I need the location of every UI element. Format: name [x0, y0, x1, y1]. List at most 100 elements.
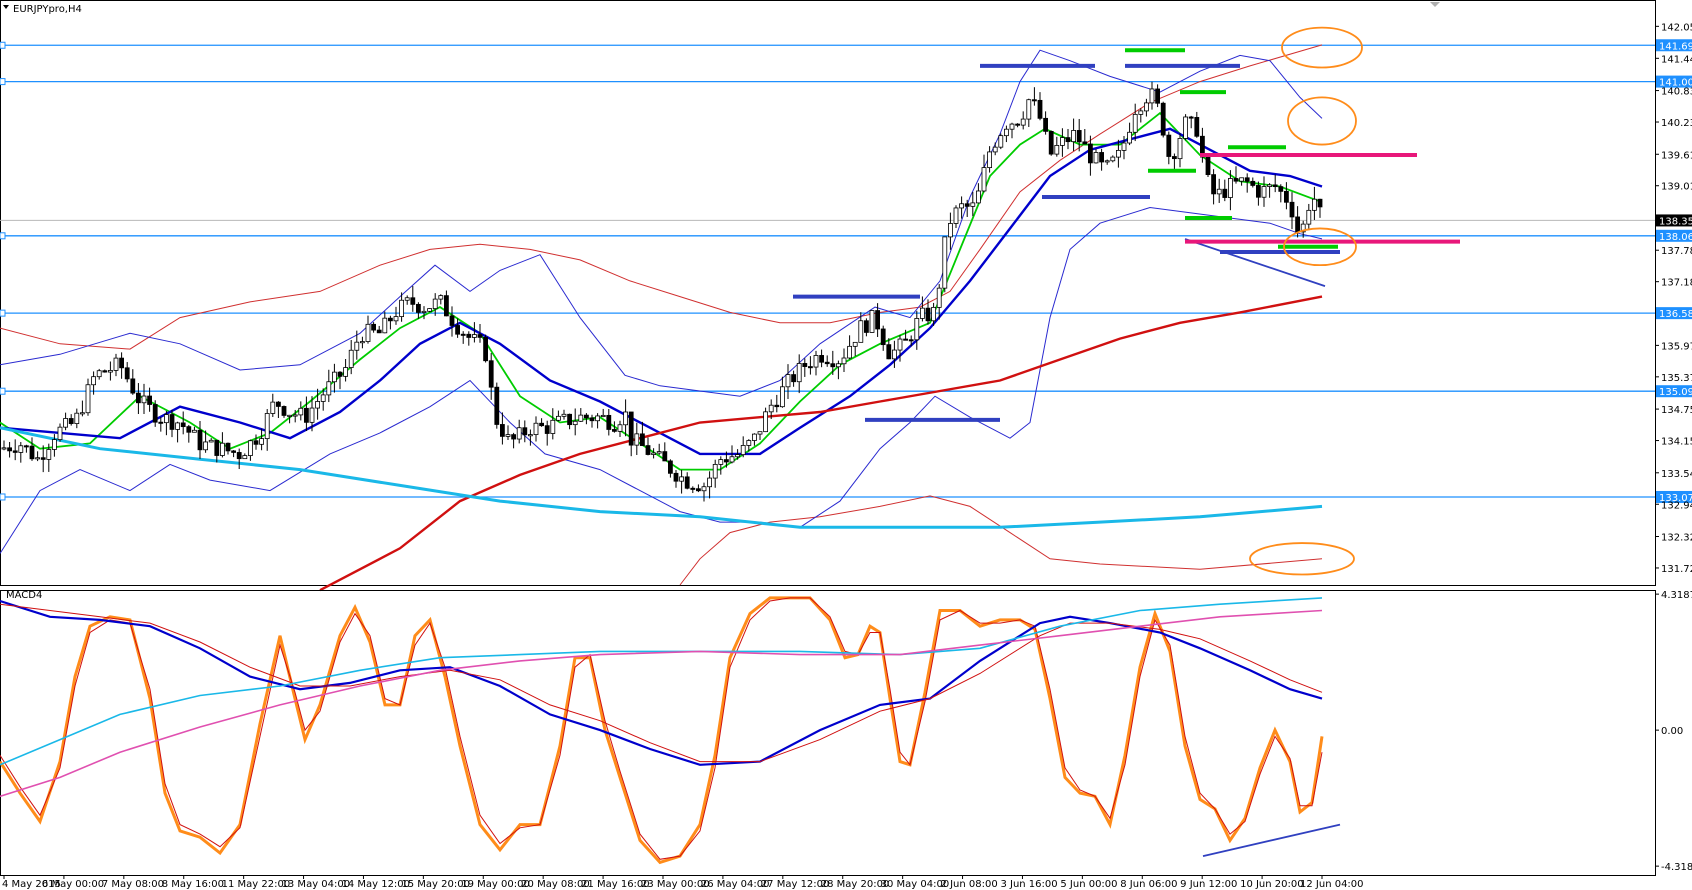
candle-body: [23, 445, 29, 448]
candle-body: [337, 371, 343, 377]
candle-body: [1020, 118, 1026, 126]
menu-triangle-icon[interactable]: [3, 5, 9, 9]
candle-body: [1194, 117, 1200, 137]
candle-body: [203, 441, 209, 451]
candle-body: [1082, 141, 1088, 145]
candle-body: [1132, 113, 1138, 133]
candle-body: [796, 363, 802, 383]
candle-body: [981, 167, 987, 192]
candle-body: [320, 394, 326, 402]
candle-body: [1026, 99, 1032, 120]
long-cyan-line: [0, 597, 1323, 766]
candle-body: [1110, 156, 1116, 162]
candle-body: [175, 422, 181, 430]
candle-body: [63, 418, 68, 428]
time-tick-label: 5 Jun 00:00: [1060, 879, 1117, 890]
candle-body: [359, 341, 365, 344]
candle-body: [567, 413, 572, 426]
level-tag: [1656, 490, 1692, 503]
time-tick-label: 12 Jun 04:00: [1300, 879, 1364, 890]
candle-body: [281, 406, 287, 416]
candle-body: [505, 434, 511, 437]
time-tick-label: 4 May 2015: [2, 879, 61, 890]
candle-body: [292, 414, 298, 417]
candle-body: [1160, 102, 1166, 136]
candle-body: [925, 307, 931, 322]
trend-navy[interactable]: [1184, 238, 1326, 287]
candle-body: [617, 424, 623, 432]
candle-body: [348, 349, 354, 368]
circle-support[interactable]: [1283, 227, 1357, 267]
candle-body: [987, 151, 992, 169]
candle-body: [264, 413, 270, 440]
price-tick-label: 133.540: [1661, 469, 1692, 480]
candle-body: [528, 434, 533, 437]
circle-lower[interactable]: [1249, 542, 1355, 576]
candle-body: [992, 146, 998, 153]
candle-body: [1054, 145, 1060, 155]
candle-body: [1127, 131, 1132, 144]
subwindow-title: MACD4: [6, 590, 42, 601]
price-tick-label: 132.325: [1661, 533, 1692, 544]
candle-body: [858, 320, 864, 343]
candle-body: [836, 363, 841, 368]
candle-body: [679, 476, 684, 482]
divergence-line[interactable]: [1202, 823, 1341, 857]
level-handle[interactable]: [0, 493, 6, 501]
level-tag-label: 141.001: [1659, 78, 1692, 89]
time-tick-label: 3 Jun 16:00: [1000, 879, 1057, 890]
candle-body: [718, 459, 724, 465]
candle-body: [1239, 177, 1244, 182]
level-handle[interactable]: [0, 309, 6, 317]
candle-body: [186, 426, 192, 433]
candle-body: [124, 367, 130, 380]
level-handle[interactable]: [0, 232, 6, 240]
candle-body: [1048, 130, 1054, 155]
candle-body: [656, 451, 662, 454]
candle-body: [483, 336, 489, 362]
candle-body: [544, 425, 550, 434]
candle-body: [785, 374, 791, 388]
time-tick-label: 15 May 20:00: [401, 879, 470, 890]
circle-upper-band[interactable]: [1287, 96, 1357, 146]
candle-body: [752, 433, 757, 441]
price-tick-label: 141.445: [1661, 54, 1692, 65]
candle-body: [1037, 99, 1043, 119]
candle-body: [130, 378, 136, 394]
candle-body: [533, 422, 539, 436]
level-tag: [1656, 229, 1692, 242]
candle-body: [908, 339, 914, 342]
candle-body: [802, 363, 808, 367]
candle-body: [113, 357, 119, 371]
time-tick-label: 8 Jun 06:00: [1120, 879, 1177, 890]
candle-body: [102, 370, 108, 373]
candle-body: [438, 295, 444, 300]
candle-body: [303, 407, 309, 423]
window-title: EURJPYpro,H4: [13, 4, 82, 15]
candle-body: [780, 386, 785, 408]
candle-body: [970, 202, 976, 207]
candle-body: [1228, 178, 1233, 198]
level-handle[interactable]: [0, 41, 6, 49]
candle-body: [662, 451, 668, 462]
current-price-label: 138.353: [1659, 216, 1692, 227]
circle-top[interactable]: [1281, 26, 1363, 69]
candle-body: [382, 317, 388, 334]
candle-body: [1300, 223, 1306, 233]
candle-body: [841, 357, 847, 365]
candle-body: [595, 415, 600, 422]
candle-body: [824, 361, 830, 365]
macd-subwindow[interactable]: [0, 590, 1656, 876]
level-tag-label: 135.096: [1659, 387, 1692, 398]
level-handle[interactable]: [0, 387, 6, 395]
level-handle[interactable]: [0, 78, 6, 86]
candle-body: [578, 414, 584, 422]
candle-body: [684, 476, 690, 489]
candle-body: [645, 445, 651, 455]
price-tick-label: 135.970: [1661, 341, 1692, 352]
level-tag: [1656, 307, 1692, 320]
price-chart[interactable]: [0, 0, 1656, 592]
candle-body: [606, 414, 612, 430]
level-tag-label: 138.060: [1659, 232, 1692, 243]
